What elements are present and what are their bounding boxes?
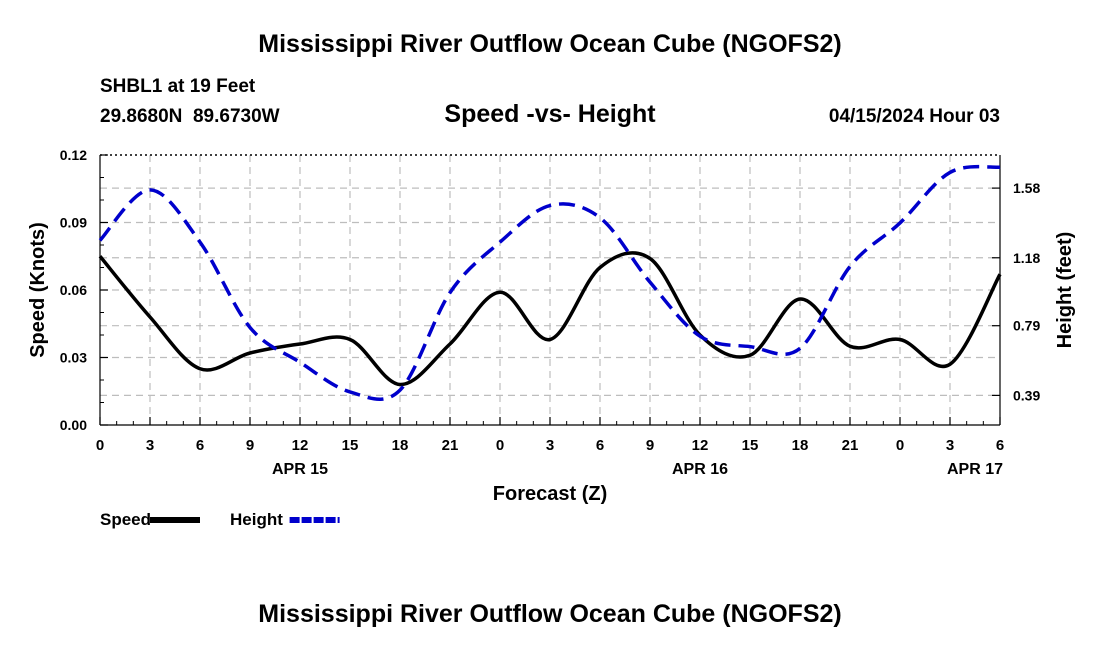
x-tick-label: 3 xyxy=(946,437,954,454)
grid xyxy=(100,155,1000,425)
legend-label-speed: Speed xyxy=(100,510,151,529)
ticks: 0 3 6 9 12 15 18 21 0 3 6 9 12 15 18 21 0 3 6 0.00 0.03 0.06 0… xyxy=(60,147,1041,478)
x-tick-label: 21 xyxy=(842,437,859,454)
chart-title-bottom: Mississippi River Outflow Ocean Cube (NG… xyxy=(258,600,842,628)
legend-label-height: Height xyxy=(230,510,283,529)
chart-title-top: Mississippi River Outflow Ocean Cube (NG… xyxy=(258,30,842,58)
y-tick-label: 0.00 xyxy=(60,417,87,433)
x-tick-label: 3 xyxy=(546,437,554,454)
y2-tick-label: 1.18 xyxy=(1013,250,1040,266)
speed-height-chart: 0 3 6 9 12 15 18 21 0 3 6 9 12 15 18 21 0 3 6 0.00 0.03 0.06 0… xyxy=(27,147,1076,529)
datetime-label: 04/15/2024 Hour 03 xyxy=(828,106,1000,127)
y2-axis-label: Height (feet) xyxy=(1054,232,1076,349)
date-label: APR 15 xyxy=(272,461,328,478)
x-tick-label: 12 xyxy=(692,437,709,454)
y-axis-label: Speed (Knots) xyxy=(27,222,49,358)
coordinates-label: 29.8680N 89.6730W xyxy=(100,106,280,127)
axis-labels: Forecast (Z) Speed (Knots) Height (feet) xyxy=(27,222,1076,505)
y2-tick-label: 1.58 xyxy=(1013,180,1040,196)
x-tick-label: 6 xyxy=(596,437,604,454)
y-tick-label: 0.06 xyxy=(60,282,87,298)
legend: Speed Height xyxy=(100,510,340,529)
x-tick-label: 0 xyxy=(896,437,904,454)
x-tick-label: 15 xyxy=(742,437,759,454)
date-label: APR 16 xyxy=(672,461,728,478)
date-label: APR 17 xyxy=(947,461,1003,478)
x-tick-label: 18 xyxy=(792,437,809,454)
x-tick-label: 0 xyxy=(96,437,104,454)
series xyxy=(98,164,1002,401)
x-tick-label: 15 xyxy=(342,437,359,454)
x-tick-label: 9 xyxy=(646,437,654,454)
x-tick-label: 0 xyxy=(496,437,504,454)
station-label: SHBL1 at 19 Feet xyxy=(100,76,256,97)
x-tick-label: 6 xyxy=(996,437,1004,454)
x-axis-label: Forecast (Z) xyxy=(493,483,607,505)
y-tick-label: 0.03 xyxy=(60,350,87,366)
series-line-speed xyxy=(98,251,1002,387)
x-tick-label: 12 xyxy=(292,437,309,454)
y2-tick-label: 0.39 xyxy=(1013,387,1040,403)
x-tick-label: 18 xyxy=(392,437,409,454)
y-tick-label: 0.09 xyxy=(60,215,87,231)
x-tick-label: 3 xyxy=(146,437,154,454)
chart-subtitle: Speed -vs- Height xyxy=(444,100,656,128)
y-tick-label: 0.12 xyxy=(60,147,87,163)
x-tick-label: 21 xyxy=(442,437,459,454)
x-tick-label: 9 xyxy=(246,437,254,454)
x-tick-label: 6 xyxy=(196,437,204,454)
y2-tick-label: 0.79 xyxy=(1013,318,1040,334)
series-line-height xyxy=(98,164,1001,401)
